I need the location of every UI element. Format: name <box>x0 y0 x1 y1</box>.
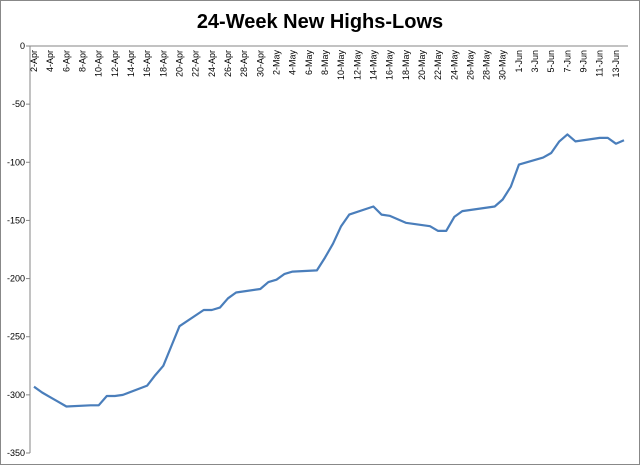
x-tick-label: 1-Jun <box>514 50 524 73</box>
y-tick-label: -200 <box>7 274 25 284</box>
y-tick-label: -350 <box>7 448 25 458</box>
x-tick-label: 20-May <box>417 50 427 81</box>
y-tick-label: -50 <box>12 99 25 109</box>
x-tick-label: 8-Apr <box>78 50 88 72</box>
x-tick-label: 12-May <box>352 50 362 81</box>
y-tick-label: -250 <box>7 332 25 342</box>
x-tick-label: 8-May <box>320 50 330 76</box>
x-tick-label: 3-Jun <box>530 50 540 73</box>
x-tick-label: 10-May <box>336 50 346 81</box>
x-tick-label: 24-May <box>449 50 459 81</box>
x-tick-label: 16-Apr <box>142 50 152 77</box>
x-tick-label: 22-May <box>433 50 443 81</box>
x-tick-label: 30-May <box>498 50 508 81</box>
x-tick-label: 2-May <box>271 50 281 76</box>
x-tick-label: 4-May <box>288 50 298 76</box>
x-tick-label: 28-May <box>482 50 492 81</box>
chart-title: 24-Week New Highs-Lows <box>197 11 443 33</box>
y-tick-label: -150 <box>7 215 25 225</box>
x-tick-label: 6-May <box>304 50 314 76</box>
x-tick-label: 16-May <box>385 50 395 81</box>
y-tick-label: -100 <box>7 157 25 167</box>
x-tick-label: 13-Jun <box>611 50 621 78</box>
x-tick-label: 14-May <box>368 50 378 81</box>
x-tick-label: 30-Apr <box>255 50 265 77</box>
x-tick-label: 20-Apr <box>175 50 185 77</box>
y-tick-label: 0 <box>20 41 25 51</box>
x-tick-label: 6-Apr <box>61 50 71 72</box>
x-tick-label: 11-Jun <box>595 50 605 77</box>
x-tick-label: 28-Apr <box>239 50 249 77</box>
x-tick-label: 5-Jun <box>546 50 556 73</box>
x-tick-label: 26-May <box>465 50 475 81</box>
x-tick-label: 18-Apr <box>158 50 168 77</box>
x-tick-label: 24-Apr <box>207 50 217 77</box>
x-tick-label: 10-Apr <box>94 50 104 77</box>
x-tick-label: 4-Apr <box>45 50 55 72</box>
x-tick-label: 7-Jun <box>562 50 572 73</box>
x-tick-label: 18-May <box>401 50 411 81</box>
data-line <box>33 133 625 408</box>
x-tick-label: 12-Apr <box>110 50 120 77</box>
y-tick-label: -300 <box>7 390 25 400</box>
x-tick-label: 14-Apr <box>126 50 136 77</box>
x-tick-label: 9-Jun <box>579 50 589 73</box>
x-tick-label: 22-Apr <box>191 50 201 77</box>
x-tick-label: 26-Apr <box>223 50 233 77</box>
x-tick-label: 2-Apr <box>29 50 39 72</box>
